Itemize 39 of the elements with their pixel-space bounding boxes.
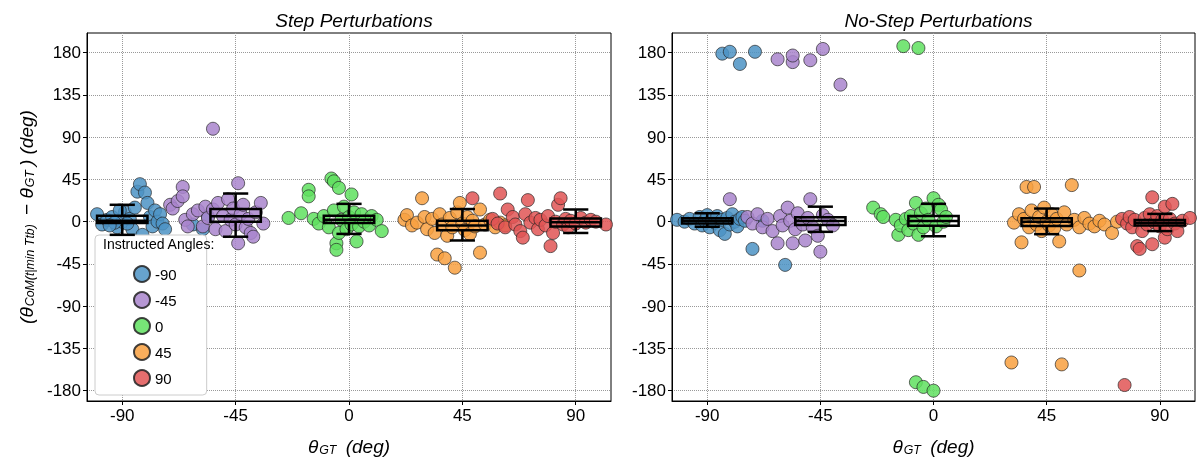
- y-tick-label: 45: [62, 169, 81, 189]
- chart-title: No-Step Perturbations: [844, 10, 1033, 31]
- y-tick-label: -135: [46, 338, 81, 358]
- y-tick-label: -90: [56, 296, 81, 316]
- y-tick-label: -45: [56, 254, 81, 274]
- y-tick-label: 180: [52, 43, 81, 63]
- legend-label: 45: [155, 343, 172, 361]
- x-axis-title: θGT (deg): [892, 435, 975, 457]
- x-axis-title: θGT (deg): [307, 435, 391, 457]
- x-tick-label: -90: [109, 406, 135, 425]
- chart-title: Step Perturbations: [275, 10, 434, 31]
- y-tick-label: 135: [52, 85, 81, 105]
- x-tick-label: 0: [344, 406, 354, 425]
- y-tick-label: 90: [62, 127, 81, 147]
- x-tick-label: 45: [1037, 406, 1057, 425]
- y-tick-label: 90: [647, 127, 666, 147]
- x-tick-label: 90: [566, 406, 586, 425]
- legend-label: -45: [155, 291, 177, 309]
- y-tick-label: -180: [631, 381, 666, 401]
- legend-label: -90: [155, 265, 177, 283]
- legend-label: 0: [155, 317, 164, 335]
- legend-label: 90: [155, 369, 172, 387]
- y-tick-label: 0: [656, 212, 666, 232]
- y-axis-title: (θCoM(t|min Ttb) − θGT) (deg): [16, 110, 38, 324]
- y-tick-label: 135: [637, 85, 666, 105]
- y-tick-label: -135: [631, 338, 666, 358]
- y-tick-label: -45: [641, 254, 666, 274]
- x-tick-label: -45: [808, 406, 833, 425]
- y-tick-label: -180: [46, 381, 81, 401]
- y-tick-label: 0: [71, 212, 81, 232]
- x-tick-label: -90: [694, 406, 720, 425]
- x-tick-label: 45: [452, 406, 472, 425]
- legend-title: Instructed Angles:: [103, 236, 215, 252]
- y-tick-label: 180: [637, 43, 666, 63]
- x-tick-label: 0: [928, 406, 939, 425]
- x-tick-label: 90: [1150, 406, 1170, 425]
- x-tick-label: -45: [223, 406, 248, 425]
- y-tick-label: 45: [647, 169, 666, 189]
- y-tick-label: -90: [641, 296, 666, 316]
